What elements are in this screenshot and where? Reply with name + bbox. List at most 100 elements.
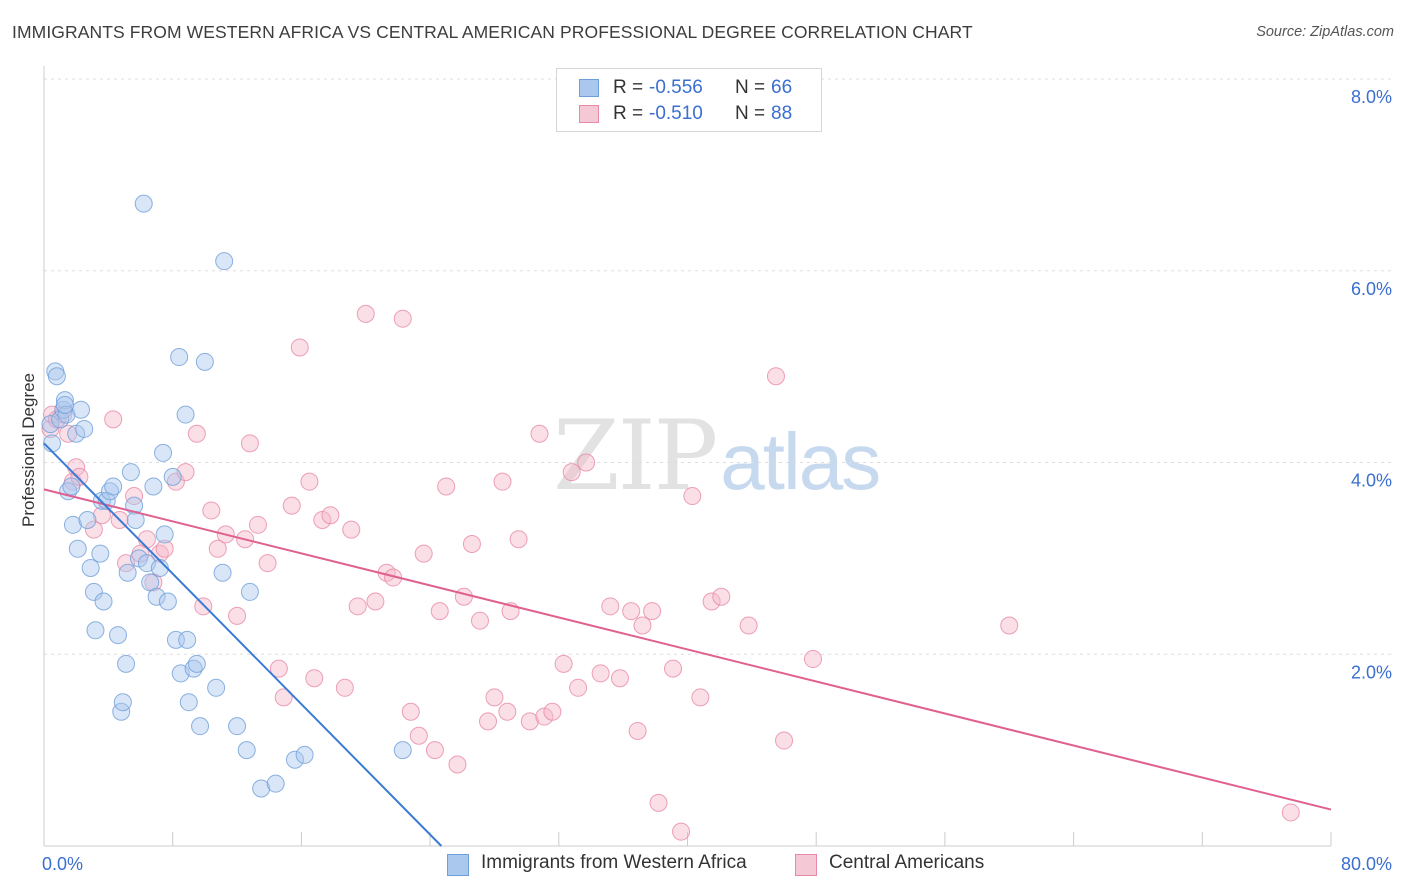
point-central-americans bbox=[454, 587, 473, 606]
point-western-africa bbox=[112, 702, 131, 721]
point-western-africa bbox=[72, 400, 91, 419]
n-value: 88 bbox=[771, 103, 793, 124]
point-western-africa bbox=[55, 395, 74, 414]
point-central-americans bbox=[228, 606, 247, 625]
point-central-americans bbox=[290, 338, 309, 357]
point-western-africa bbox=[41, 415, 60, 434]
point-western-africa bbox=[117, 654, 136, 673]
point-central-americans bbox=[401, 702, 420, 721]
point-central-americans bbox=[702, 592, 721, 611]
point-central-americans bbox=[683, 487, 702, 506]
point-central-americans bbox=[282, 496, 301, 515]
point-central-americans bbox=[202, 501, 221, 520]
point-central-americans bbox=[543, 702, 562, 721]
point-western-africa bbox=[81, 558, 100, 577]
point-western-africa bbox=[155, 525, 174, 544]
point-central-americans bbox=[1000, 616, 1019, 635]
point-central-americans bbox=[41, 419, 60, 438]
point-western-africa bbox=[57, 405, 76, 424]
point-central-americans bbox=[610, 669, 629, 688]
point-western-africa bbox=[178, 630, 197, 649]
y-tick-label: 4.0% bbox=[1351, 471, 1392, 491]
point-central-americans bbox=[470, 611, 489, 630]
point-western-africa bbox=[109, 626, 128, 645]
point-central-americans bbox=[92, 506, 111, 525]
point-central-americans bbox=[577, 453, 596, 472]
x-tick-label: 0.0% bbox=[42, 854, 83, 874]
watermark-atlas: atlas bbox=[720, 417, 881, 506]
point-western-africa bbox=[118, 563, 137, 582]
point-central-americans bbox=[137, 530, 156, 549]
point-central-americans bbox=[393, 309, 412, 328]
point-central-americans bbox=[125, 487, 144, 506]
point-western-africa bbox=[252, 779, 271, 798]
point-western-africa bbox=[62, 477, 81, 496]
point-western-africa bbox=[184, 659, 203, 678]
legend-swatch-pink bbox=[795, 854, 817, 876]
point-central-americans bbox=[248, 515, 267, 534]
point-western-africa bbox=[163, 467, 182, 486]
point-central-americans bbox=[766, 367, 785, 386]
point-central-americans bbox=[187, 424, 206, 443]
point-central-americans bbox=[166, 472, 185, 491]
point-western-africa bbox=[285, 750, 304, 769]
point-western-africa bbox=[147, 587, 166, 606]
y-axis-label-text: Professional Degree bbox=[19, 372, 38, 528]
point-central-americans bbox=[479, 712, 498, 731]
point-central-americans bbox=[643, 602, 662, 621]
point-western-africa bbox=[68, 539, 87, 558]
point-central-americans bbox=[633, 616, 652, 635]
point-western-africa bbox=[195, 352, 214, 371]
point-western-africa bbox=[104, 477, 123, 496]
point-central-americans bbox=[485, 688, 504, 707]
point-central-americans bbox=[240, 434, 259, 453]
point-central-americans bbox=[342, 520, 361, 539]
point-western-africa bbox=[100, 482, 119, 501]
point-central-americans bbox=[274, 688, 293, 707]
point-central-americans bbox=[520, 712, 539, 731]
point-central-americans bbox=[569, 678, 588, 697]
y-tick-label: 2.0% bbox=[1351, 662, 1392, 682]
point-central-americans bbox=[366, 592, 385, 611]
point-western-africa bbox=[191, 717, 210, 736]
point-central-americans bbox=[335, 678, 354, 697]
point-central-americans bbox=[664, 659, 683, 678]
point-central-americans bbox=[194, 597, 213, 616]
trendline-western-africa bbox=[43, 442, 443, 847]
point-central-americans bbox=[356, 304, 375, 323]
point-central-americans bbox=[1281, 803, 1300, 822]
point-western-africa bbox=[75, 419, 94, 438]
chart-title: IMMIGRANTS FROM WESTERN AFRICA VS CENTRA… bbox=[12, 22, 973, 42]
point-central-americans bbox=[437, 477, 456, 496]
point-western-africa bbox=[134, 194, 153, 213]
r-label: R = bbox=[613, 103, 644, 124]
r-label: R = bbox=[613, 77, 644, 98]
n-label: N = bbox=[735, 77, 766, 98]
point-western-africa bbox=[237, 741, 256, 760]
x-tick-label: 80.0% bbox=[1341, 854, 1392, 874]
point-western-africa bbox=[266, 774, 285, 793]
legend-label: Central Americans bbox=[829, 852, 985, 873]
legend-swatch-pink bbox=[579, 105, 599, 123]
point-central-americans bbox=[208, 539, 227, 558]
point-central-americans bbox=[409, 726, 428, 745]
point-western-africa bbox=[170, 348, 189, 367]
r-value: -0.556 bbox=[649, 77, 703, 98]
point-central-americans bbox=[622, 602, 641, 621]
point-western-africa bbox=[154, 443, 173, 462]
source-credit: Source: ZipAtlas.com bbox=[1256, 24, 1394, 40]
point-central-americans bbox=[530, 424, 549, 443]
point-central-americans bbox=[554, 654, 573, 673]
legend-label: Immigrants from Western Africa bbox=[481, 852, 747, 873]
point-central-americans bbox=[84, 520, 103, 539]
point-central-americans bbox=[775, 731, 794, 750]
point-central-americans bbox=[414, 544, 433, 563]
point-western-africa bbox=[240, 582, 259, 601]
point-central-americans bbox=[498, 702, 517, 721]
r-value: -0.510 bbox=[649, 103, 703, 124]
point-western-africa bbox=[228, 717, 247, 736]
trendline-central-americans bbox=[43, 488, 1332, 811]
point-central-americans bbox=[691, 688, 710, 707]
y-tick-label: 8.0% bbox=[1351, 87, 1392, 107]
